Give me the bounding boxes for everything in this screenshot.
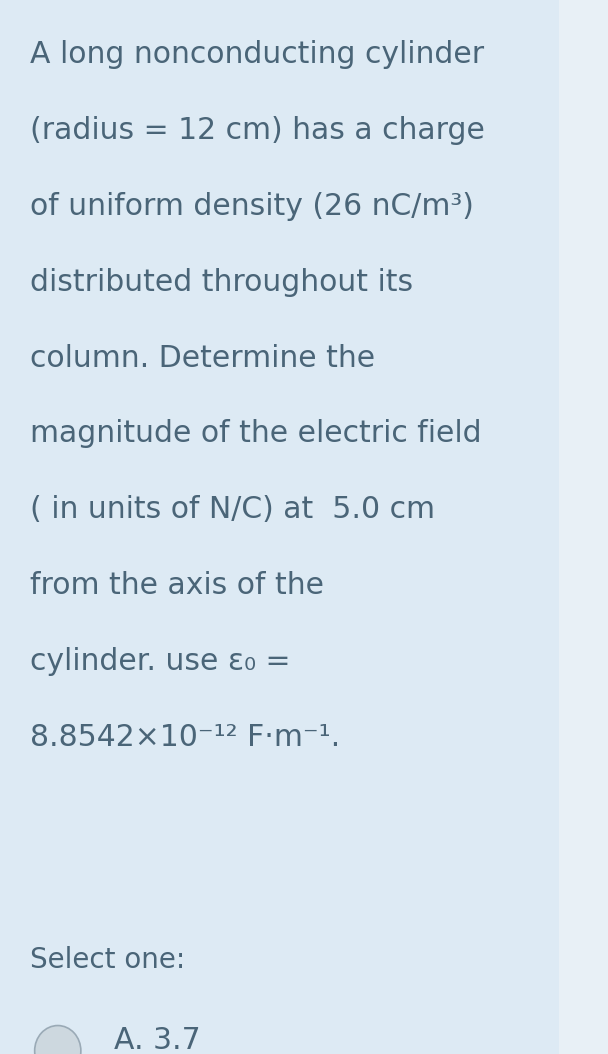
FancyBboxPatch shape [559,0,608,1054]
Text: of uniform density (26 nC/m³): of uniform density (26 nC/m³) [30,192,474,221]
Text: cylinder. use ε₀ =: cylinder. use ε₀ = [30,647,291,677]
Text: A long nonconducting cylinder: A long nonconducting cylinder [30,40,485,70]
Text: A. 3.7: A. 3.7 [114,1026,201,1054]
Text: Select one:: Select one: [30,946,185,975]
Text: ( in units of N/C) at  5.0 cm: ( in units of N/C) at 5.0 cm [30,495,435,525]
Text: column. Determine the: column. Determine the [30,344,376,373]
Text: distributed throughout its: distributed throughout its [30,268,413,297]
Text: from the axis of the: from the axis of the [30,571,325,601]
Ellipse shape [35,1026,81,1054]
Text: 8.8542×10⁻¹² F·m⁻¹.: 8.8542×10⁻¹² F·m⁻¹. [30,723,340,753]
Text: (radius = 12 cm) has a charge: (radius = 12 cm) has a charge [30,116,485,145]
Text: magnitude of the electric field: magnitude of the electric field [30,419,482,449]
